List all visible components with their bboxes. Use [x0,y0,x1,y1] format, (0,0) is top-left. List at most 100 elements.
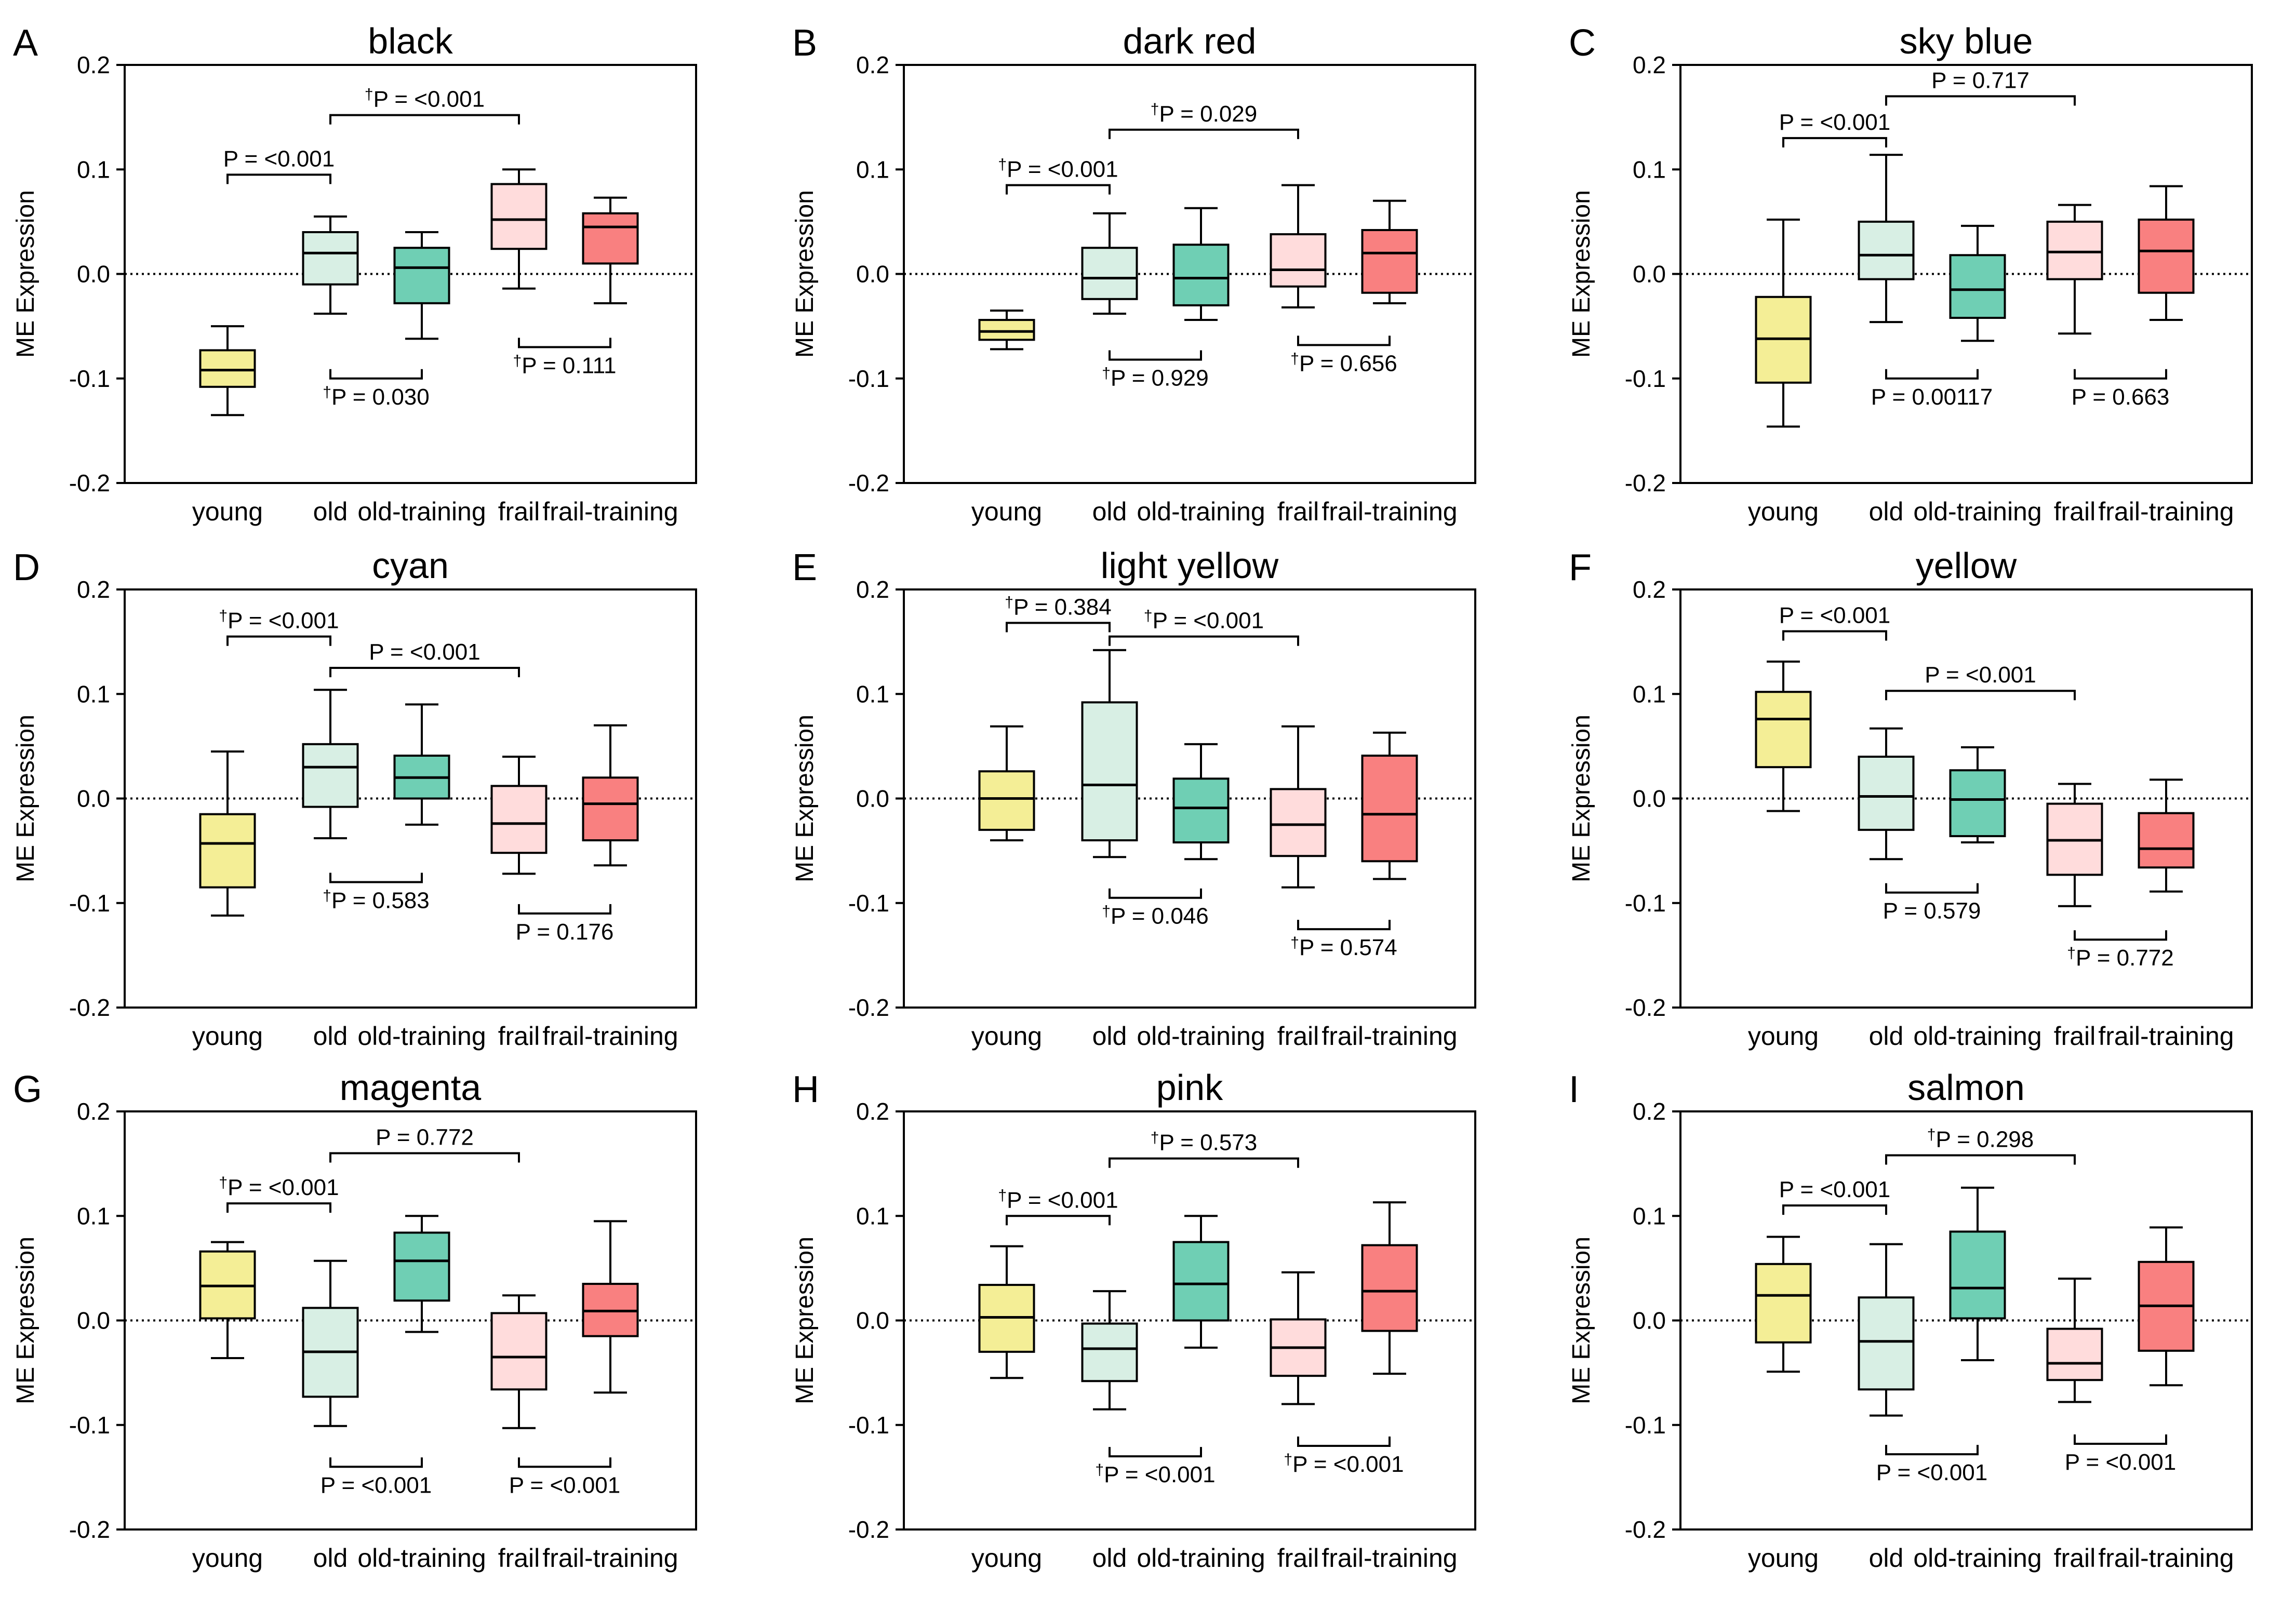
bracket-line [1885,369,1979,380]
x-category-label: old-training [1137,497,1265,526]
y-tick-label: 0.2 [856,51,889,78]
p-value-label: P = 0.663 [2072,384,2170,410]
p-value-label: †P = <0.001 [219,1174,339,1200]
x-category-label: young [192,497,263,526]
dagger-mark: † [323,384,331,401]
y-tick-label: 0.0 [856,1307,889,1334]
p-value-label: P = 0.00117 [1871,384,1993,410]
iqr-box [393,247,450,304]
y-tick-label: 0.2 [1633,1098,1666,1125]
bracket-line [1109,350,1202,361]
y-axis-label: ME Expression [791,190,819,358]
x-category-label: frail-training [2098,1022,2234,1051]
box-old-training [1172,1215,1230,1349]
box-old [1858,727,1915,861]
x-category-label: old-training [357,1544,486,1573]
y-axis-label: ME Expression [12,715,39,882]
p-value-label: †P = <0.001 [998,1187,1118,1213]
box-old [1081,1290,1138,1411]
x-category-label: old-training [1137,1022,1265,1051]
box-old-training [393,703,450,826]
p-value-text: P = 0.176 [516,919,614,945]
y-tick-label: 0.1 [77,1202,110,1229]
y-tick-label: -0.2 [69,994,110,1021]
p-value-label: †P = 0.583 [323,888,430,914]
comparison-bracket: P = <0.001 [509,1457,620,1498]
dagger-mark: † [1005,594,1013,611]
bracket-line [1006,1215,1111,1226]
comparison-bracket: P = 0.176 [516,904,614,945]
x-category-label: old [1092,497,1127,526]
bracket-line [518,904,611,915]
bracket-line [1297,335,1391,346]
y-tick-label: -0.2 [848,1516,889,1543]
box-young [978,309,1035,351]
y-tick-label: 0.2 [77,576,110,603]
x-category-label: old [313,1544,348,1573]
x-category-label: young [1748,497,1819,526]
box-young [1755,660,1812,812]
y-tick-label: 0.2 [856,576,889,603]
comparison-bracket: P = <0.001 [1779,1177,1891,1215]
y-tick-label: -0.1 [69,890,110,917]
x-category-label: frail-training [1321,1544,1457,1573]
comparison-bracket: †P = 0.583 [323,873,430,914]
box-frail-training [1361,1201,1418,1375]
comparison-bracket: †P = 0.046 [1102,888,1209,929]
p-value-text: P = <0.001 [228,1175,339,1200]
y-tick-label: -0.1 [848,890,889,917]
box-frail-training [582,724,639,867]
bracket-line [1109,128,1299,139]
comparison-bracket: †P = 0.573 [1109,1130,1299,1168]
y-axis-label: ME Expression [791,1237,819,1404]
x-category-label: old-training [357,1022,486,1051]
box-old [1081,212,1138,315]
comparison-bracket: P = 0.772 [329,1125,520,1163]
p-value-label: P = 0.772 [376,1125,474,1150]
p-value-text: P = 0.579 [1883,898,1981,924]
panel-letter: B [792,22,817,64]
y-tick-label: 0.1 [1633,1202,1666,1229]
p-value-label: P = <0.001 [369,639,480,665]
p-value-label: †P = 0.772 [2067,945,2174,971]
box-frail-training [2138,779,2195,893]
comparison-bracket: †P = <0.001 [1284,1437,1404,1477]
y-tick-label: -0.1 [848,1412,889,1439]
bracket-line [226,635,331,646]
x-category-label: old [1092,1022,1127,1051]
iqr-box [1361,1244,1418,1332]
p-value-text: P = <0.001 [1925,662,2036,688]
box-frail [2046,783,2103,907]
x-category-label: old [1869,497,1904,526]
x-category-label: young [971,497,1042,526]
p-value-label: †P = 0.029 [1151,101,1258,127]
bracket-line [1885,1154,2076,1165]
x-category-label: frail-training [2098,1544,2234,1573]
iqr-box [302,743,359,808]
x-category-label: old-training [1137,1544,1265,1573]
bracket-line [518,338,611,348]
y-tick-label: 0.1 [856,156,889,183]
bracket-line [1109,635,1299,646]
x-category-label: frail [498,1022,540,1051]
p-value-text: P = 0.111 [522,353,616,378]
iqr-box [1172,1241,1230,1322]
dagger-mark: † [1151,1130,1159,1147]
p-value-label: †P = <0.001 [1095,1461,1215,1487]
x-category-label: frail [498,497,540,526]
box-young [1755,1236,1812,1373]
comparison-bracket: †P = <0.001 [219,608,339,646]
p-value-text: P = <0.001 [2065,1450,2177,1475]
y-tick-label: 0.0 [1633,1307,1666,1334]
comparison-bracket: P = <0.001 [2065,1434,2177,1475]
p-value-text: P = <0.001 [321,1472,432,1498]
y-tick-label: -0.2 [1625,994,1666,1021]
x-category-label: old [1092,1544,1127,1573]
comparison-bracket: P = <0.001 [1876,1445,1987,1485]
p-value-text: P = 0.00117 [1871,384,1993,410]
x-category-label: young [971,1544,1042,1573]
iqr-box [199,349,256,388]
p-value-label: P = <0.001 [1779,1177,1891,1202]
